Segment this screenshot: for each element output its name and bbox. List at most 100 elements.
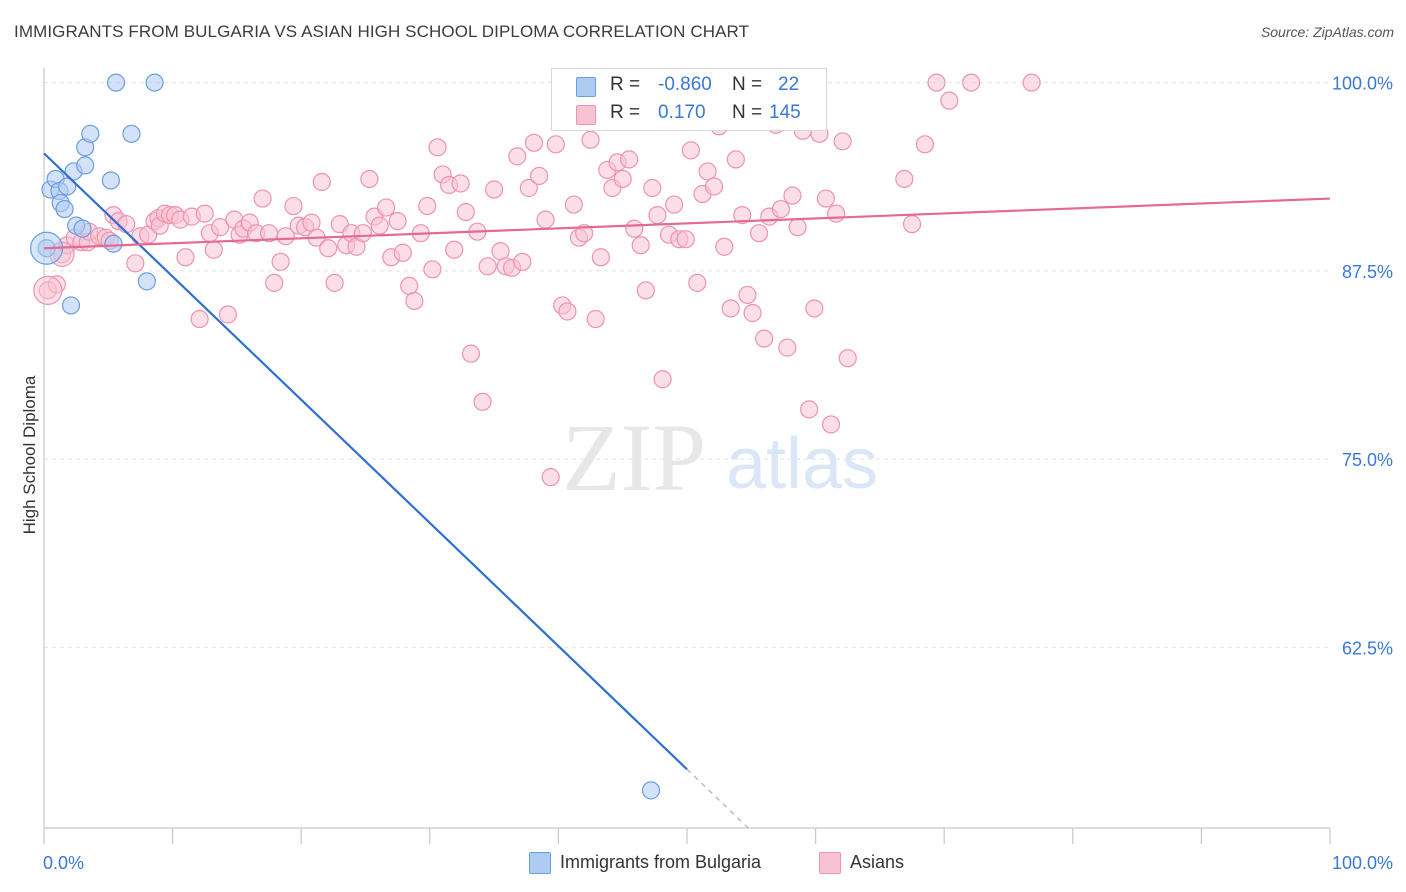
asian-point [319,239,338,258]
asian-point [485,180,504,199]
watermark-atlas: atlas [726,424,878,504]
asian-point [461,344,481,363]
asian-point [771,199,790,219]
bulgaria-point [106,73,126,92]
asians-trend-line [43,197,1331,250]
asian-point [370,216,389,235]
asian-point [575,224,594,243]
legend-r-value: 0.170 [658,102,706,123]
trend-lines [43,152,1331,832]
asians-points [33,73,1041,487]
bulgaria-swatch [576,77,596,97]
asian-point [665,195,684,214]
asian-point [400,276,419,295]
asian-point [620,150,639,169]
asian-point [636,281,655,300]
asian-point [591,248,610,267]
asian-point [405,291,424,311]
asian-point [800,400,819,419]
asian-point [688,273,707,292]
legend-row-bulgaria: R = -0.860 N = 22 [552,73,824,99]
bulgaria-point [101,171,120,190]
bulgaria-point [104,234,123,253]
bulgaria-point [145,73,164,92]
legend-row-asians: R = 0.170 N = 145 [552,101,824,127]
legend-n-value: 22 [778,74,800,95]
asian-point [176,248,195,267]
asian-point [940,91,959,110]
asian-point [325,273,344,292]
asian-point [423,260,442,279]
asian-point [676,230,695,249]
bulgaria-point [73,219,92,238]
asian-point [388,212,407,231]
asian-point [586,309,605,329]
asian-point [625,219,644,238]
asian-point [788,218,807,237]
asian-point [902,215,922,234]
asian-point [653,370,672,389]
bulgaria-point [58,177,77,196]
asian-point [783,186,802,205]
asian-point [715,237,734,256]
asian-point [833,132,852,151]
asian-point [733,206,752,225]
asian-point [541,468,560,487]
asian-point [681,141,700,160]
asian-point [827,204,846,223]
asian-point [778,338,797,357]
bulgaria-point [641,781,661,800]
asian-point [895,169,914,189]
asian-point [530,166,549,186]
asian-point [117,215,136,234]
asian-point [508,147,527,166]
chart-title: IMMIGRANTS FROM BULGARIA VS ASIAN HIGH S… [14,22,750,41]
y-tick-label: 62.5% [1342,638,1393,658]
asian-point [631,236,650,255]
asian-point [451,174,470,193]
asian-point [513,252,532,271]
y-axis-label: High School Diploma [20,375,39,534]
asian-point [211,218,230,237]
y-tick-label: 75.0% [1342,450,1393,470]
bulgaria-trend-line [43,152,688,771]
asian-point [564,195,583,214]
asian-point [536,210,555,229]
bulgaria-point [122,124,141,143]
asian-point [838,349,857,368]
asian-point [190,309,209,329]
asian-point [302,213,321,232]
watermark: ZIP atlas [562,404,878,511]
asians-swatch [576,105,596,125]
asian-point [265,273,284,292]
asian-point [276,227,295,246]
legend-n-label: N = [732,74,763,95]
x-tick-label: 0.0% [43,853,84,873]
asian-point [738,285,757,305]
asian-point [428,138,447,157]
asian-point [195,204,214,223]
asian-point [456,202,475,222]
asian-point [581,130,600,149]
asian-point [755,329,774,348]
asians-legend-swatch [819,852,841,874]
asian-point [353,224,373,243]
legend-n-label: N = [732,102,763,123]
asian-point [418,196,437,216]
asian-point [648,206,667,225]
asian-point [743,303,762,323]
asian-point [962,73,981,92]
asian-point [360,169,379,189]
bulgaria-trend-extension [686,768,752,832]
asian-point [805,299,824,318]
asians-legend-label: Asians [850,852,905,872]
watermark-zip: ZIP [562,404,706,511]
asian-point [927,73,946,92]
asian-point [698,162,717,181]
asian-point [204,240,223,259]
y-tick-label: 100.0% [1332,74,1393,94]
bulgaria-point [76,156,95,175]
asian-point [218,305,237,324]
asian-point [519,178,538,198]
